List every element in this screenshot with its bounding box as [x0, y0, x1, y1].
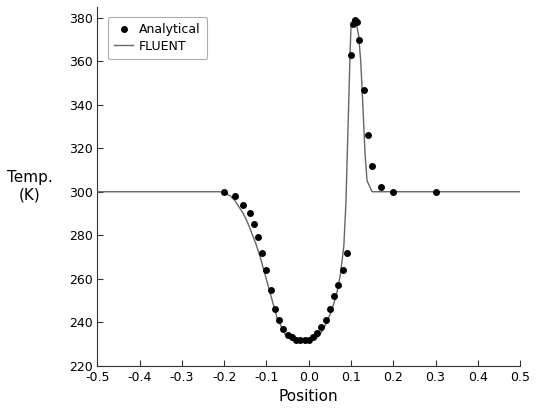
FLUENT — [360, 102, 366, 107]
FLUENT — [333, 293, 339, 298]
FLUENT — [517, 189, 523, 194]
Analytical — [263, 268, 270, 272]
FLUENT — [355, 33, 362, 38]
Analytical — [335, 283, 342, 288]
FLUENT — [351, 20, 358, 25]
FLUENT — [240, 211, 246, 216]
Analytical — [356, 37, 362, 42]
FLUENT — [364, 178, 371, 183]
FLUENT — [369, 189, 375, 194]
FLUENT — [337, 272, 344, 277]
FLUENT — [349, 20, 355, 25]
FLUENT — [348, 24, 354, 29]
Analytical — [354, 20, 360, 25]
Y-axis label: Temp.
(K): Temp. (K) — [7, 170, 53, 203]
FLUENT — [316, 333, 323, 338]
FLUENT — [295, 337, 301, 342]
Analytical — [331, 293, 337, 298]
FLUENT — [312, 337, 318, 342]
Analytical — [259, 250, 265, 255]
Analytical — [314, 330, 321, 335]
FLUENT — [347, 48, 353, 53]
FLUENT — [340, 244, 347, 249]
Analytical — [280, 326, 287, 331]
FLUENT — [390, 189, 396, 194]
FLUENT — [261, 270, 267, 275]
FLUENT — [244, 220, 251, 225]
FLUENT — [358, 59, 364, 64]
Analytical — [369, 163, 375, 168]
Analytical — [251, 222, 257, 227]
Analytical — [306, 337, 312, 342]
FLUENT — [231, 198, 238, 203]
Analytical — [255, 235, 262, 240]
FLUENT — [94, 189, 100, 194]
FLUENT — [320, 326, 326, 331]
Analytical — [360, 87, 367, 92]
FLUENT — [353, 22, 360, 27]
FLUENT — [274, 315, 280, 320]
Analytical — [297, 337, 303, 342]
FLUENT — [329, 307, 335, 312]
FLUENT — [282, 333, 289, 338]
Analytical — [344, 250, 350, 255]
FLUENT — [217, 189, 223, 194]
FLUENT — [303, 337, 310, 342]
FLUENT — [343, 200, 349, 205]
Analytical — [246, 211, 253, 216]
Analytical — [221, 189, 228, 194]
FLUENT — [362, 150, 368, 155]
Analytical — [348, 52, 354, 57]
Analytical — [267, 287, 274, 292]
FLUENT — [249, 231, 255, 236]
Analytical — [390, 189, 396, 194]
Analytical — [272, 307, 278, 312]
Analytical — [301, 337, 308, 342]
Analytical — [310, 335, 316, 340]
FLUENT — [270, 300, 276, 305]
Analytical — [432, 189, 439, 194]
FLUENT — [278, 324, 285, 329]
Analytical — [288, 335, 295, 340]
Analytical — [240, 202, 246, 207]
Legend: Analytical, FLUENT: Analytical, FLUENT — [108, 17, 207, 59]
Analytical — [365, 133, 371, 138]
FLUENT — [287, 335, 293, 340]
FLUENT — [291, 337, 297, 342]
FLUENT — [299, 337, 306, 342]
FLUENT — [345, 124, 351, 129]
FLUENT — [257, 254, 263, 259]
FLUENT — [432, 189, 439, 194]
Analytical — [339, 268, 346, 272]
FLUENT — [223, 192, 229, 196]
FLUENT — [308, 337, 314, 342]
FLUENT — [227, 194, 234, 199]
X-axis label: Position: Position — [279, 389, 338, 404]
FLUENT — [324, 318, 331, 323]
Analytical — [326, 307, 333, 312]
Analytical — [378, 185, 384, 190]
Analytical — [318, 324, 325, 329]
Analytical — [285, 333, 291, 338]
Analytical — [276, 318, 282, 323]
Line: Analytical: Analytical — [221, 16, 439, 343]
Analytical — [293, 337, 299, 342]
Analytical — [350, 22, 357, 27]
FLUENT — [236, 205, 242, 210]
Analytical — [231, 194, 238, 199]
Analytical — [352, 18, 359, 23]
FLUENT — [253, 241, 259, 246]
Line: FLUENT: FLUENT — [97, 22, 520, 339]
FLUENT — [265, 285, 272, 290]
Analytical — [322, 318, 329, 323]
